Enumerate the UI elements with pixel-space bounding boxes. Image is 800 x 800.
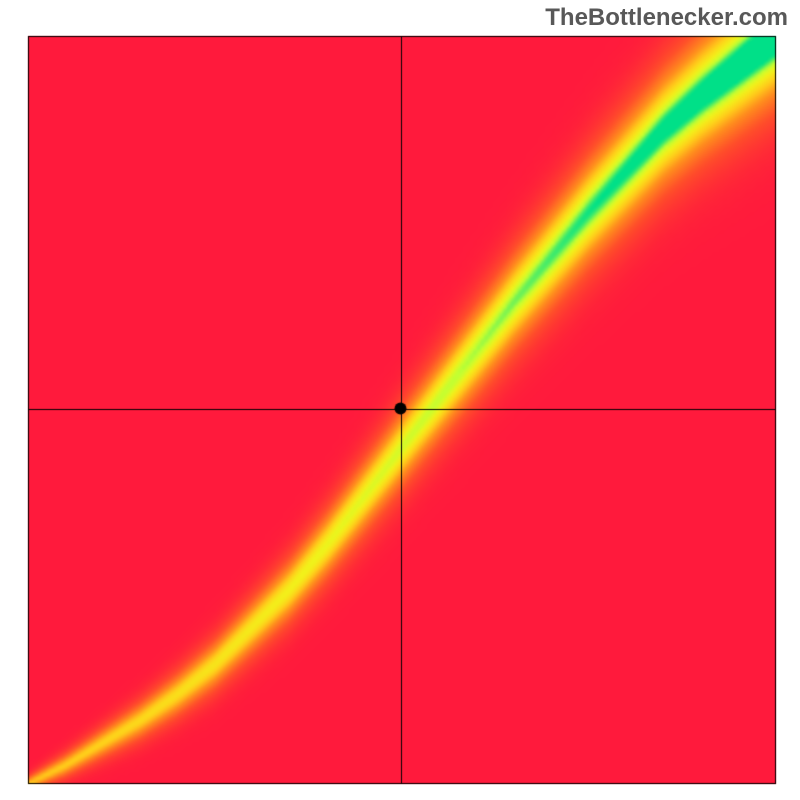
attribution-label: TheBottlenecker.com [545, 4, 788, 32]
crosshair-overlay [0, 0, 800, 800]
